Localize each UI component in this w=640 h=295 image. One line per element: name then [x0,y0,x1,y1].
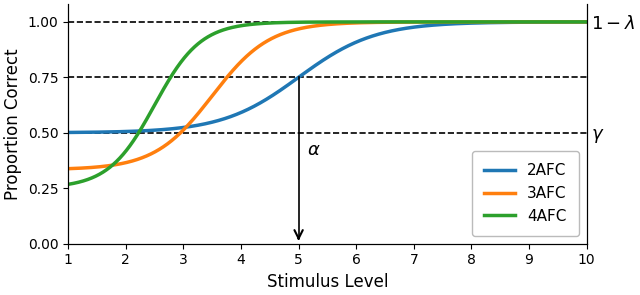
Y-axis label: Proportion Correct: Proportion Correct [4,48,22,200]
4AFC [316,20,324,24]
2AFC [316,60,324,64]
Text: $\alpha$: $\alpha$ [307,142,321,160]
4AFC [65,183,72,186]
2AFC [568,20,575,24]
3AFC [568,20,575,24]
X-axis label: Stimulus Level: Stimulus Level [267,273,388,291]
2AFC [65,131,72,134]
2AFC [568,20,575,24]
Line: 2AFC: 2AFC [68,22,587,132]
4AFC [568,20,575,24]
2AFC [472,21,480,25]
3AFC [65,167,72,171]
3AFC [568,20,575,24]
3AFC [583,20,591,24]
4AFC [303,20,310,24]
3AFC [91,165,99,169]
3AFC [303,25,310,29]
2AFC [91,130,99,134]
2AFC [303,70,310,73]
Line: 4AFC: 4AFC [68,22,587,184]
Legend: 2AFC, 3AFC, 4AFC: 2AFC, 3AFC, 4AFC [472,151,579,236]
4AFC [472,20,480,24]
4AFC [583,20,591,24]
Line: 3AFC: 3AFC [68,22,587,169]
4AFC [568,20,575,24]
3AFC [472,20,480,24]
4AFC [91,175,99,178]
3AFC [316,24,324,27]
2AFC [583,20,591,24]
